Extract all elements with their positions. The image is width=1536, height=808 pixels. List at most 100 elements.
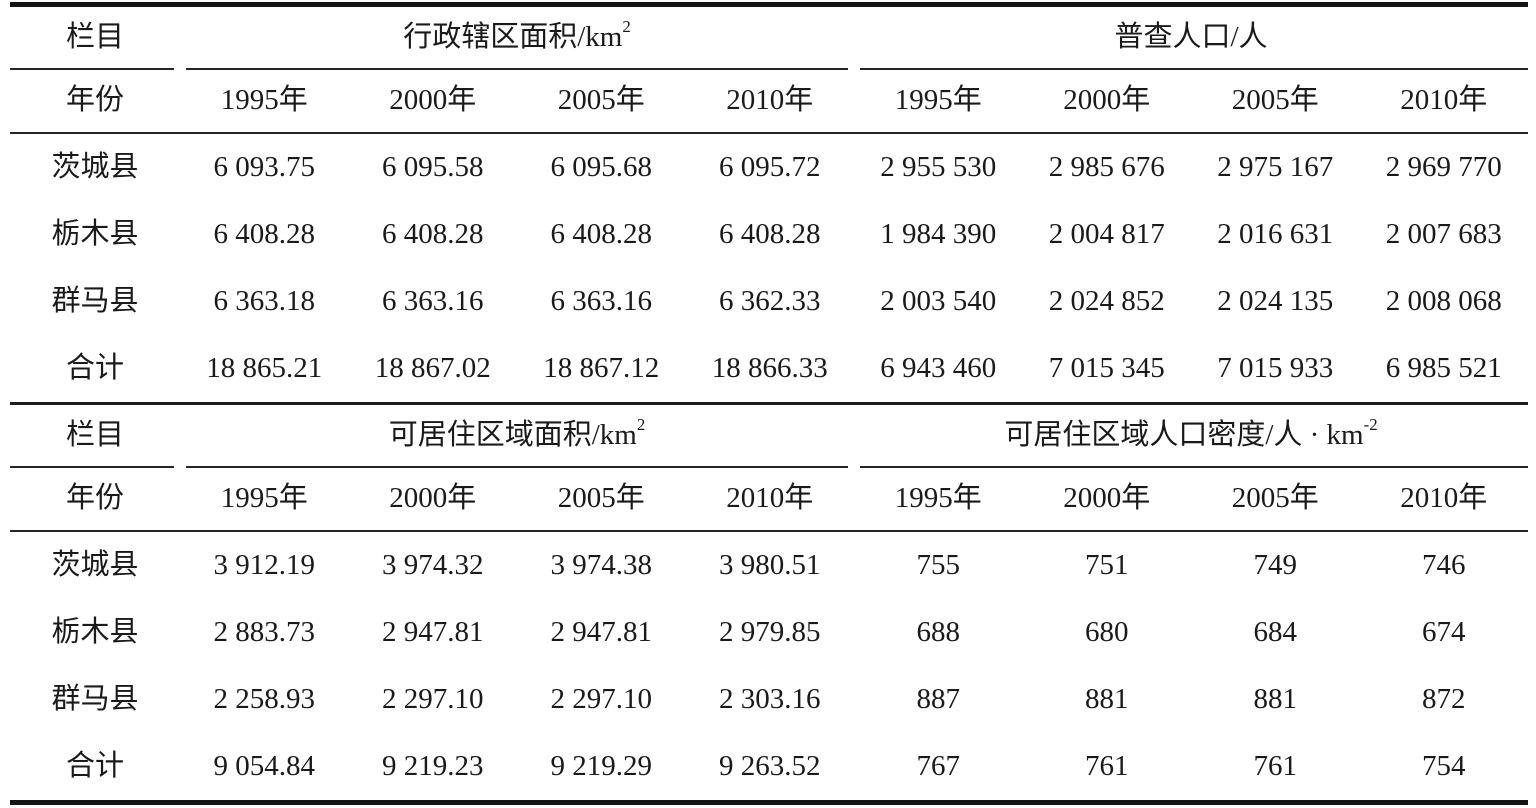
year-row-label: 年份 — [65, 482, 124, 515]
year-header-cell: 1995年 — [220, 482, 308, 515]
section2-group-underline-row — [10, 466, 1528, 468]
value-cell: 18 867.12 — [543, 351, 660, 384]
value-cell: 3 974.38 — [550, 548, 653, 581]
table-row: 栃木县 6 408.28 6 408.28 6 408.28 6 408.28 … — [10, 201, 1528, 268]
section1-group-underline-row — [10, 68, 1528, 70]
group-title-text: 可居住区域人口密度/人 · km — [1004, 418, 1364, 451]
corner-label: 栏目 — [65, 20, 124, 53]
value-cell: 767 — [916, 749, 961, 782]
year-header-cell: 2005年 — [557, 84, 645, 117]
value-cell: 18 865.21 — [206, 351, 323, 384]
value-cell: 2 007 683 — [1385, 217, 1502, 250]
value-cell: 6 408.28 — [719, 217, 821, 250]
year-header-cell: 2000年 — [389, 84, 477, 117]
top-rule-row — [10, 2, 1528, 7]
year-header-cell: 2000年 — [1063, 84, 1151, 117]
group-header-habitable-area: 可居住区域面积/km2 — [180, 405, 854, 466]
year-header-cell: 2000年 — [1063, 482, 1151, 515]
value-cell: 7 015 933 — [1217, 351, 1334, 384]
value-cell: 881 — [1085, 682, 1129, 715]
value-cell: 688 — [916, 615, 961, 648]
value-cell: 6 363.16 — [550, 284, 653, 317]
value-cell: 2 297.10 — [550, 682, 653, 715]
value-cell: 3 980.51 — [719, 548, 821, 581]
row-label-cell: 栃木县 — [51, 615, 139, 648]
row-label-cell: 茨城县 — [51, 150, 139, 183]
group-title-text: 行政辖区面积/km — [403, 20, 623, 53]
value-cell: 2 883.73 — [213, 615, 316, 648]
table-row-total: 合计 9 054.84 9 219.23 9 219.29 9 263.52 7… — [10, 733, 1528, 800]
row-label-cell: 合计 — [65, 749, 124, 782]
value-cell: 2 947.81 — [382, 615, 484, 648]
rule-segment — [10, 68, 180, 70]
value-cell: 751 — [1085, 548, 1129, 581]
value-cell: 6 408.28 — [550, 217, 653, 250]
corner-label-cell: 栏目 — [10, 405, 180, 466]
value-cell: 2 258.93 — [213, 682, 316, 715]
value-cell: 9 263.52 — [719, 749, 821, 782]
year-header-cell: 2010年 — [726, 482, 814, 515]
value-cell: 2 008 068 — [1385, 284, 1502, 317]
section2-year-header-row: 年份 1995年 2000年 2005年 2010年 1995年 2000年 2… — [10, 468, 1528, 530]
year-header-cell: 2005年 — [1231, 84, 1319, 117]
section1-header-rule-row — [10, 132, 1528, 134]
group-title-text: 可居住区域面积/km — [388, 418, 637, 451]
year-row-label-cell: 年份 — [10, 468, 180, 530]
table-row: 茨城县 6 093.75 6 095.58 6 095.68 6 095.72 … — [10, 134, 1528, 201]
unit-superscript: -2 — [1363, 415, 1378, 435]
rule-segment — [10, 466, 180, 468]
year-header-cell: 1995年 — [894, 84, 982, 117]
value-cell: 6 095.72 — [719, 150, 821, 183]
section1-group-header-row: 栏目 行政辖区面积/km2 普查人口/人 — [10, 7, 1528, 68]
full-rule — [10, 402, 1528, 405]
value-cell: 6 362.33 — [719, 284, 821, 317]
year-header-cell: 2005年 — [557, 482, 645, 515]
bottom-rule — [10, 800, 1528, 805]
value-cell: 2 003 540 — [880, 284, 997, 317]
row-label-cell: 合计 — [65, 351, 124, 384]
value-cell: 2 004 817 — [1048, 217, 1165, 250]
unit-superscript: 2 — [622, 17, 631, 37]
year-row-label: 年份 — [65, 84, 124, 117]
value-cell: 6 363.18 — [213, 284, 316, 317]
value-cell: 2 955 530 — [880, 150, 997, 183]
statistics-table-wrap: 栏目 行政辖区面积/km2 普查人口/人 年份 1995年 2000年 2005… — [10, 2, 1528, 805]
value-cell: 674 — [1422, 615, 1466, 648]
year-row-label-cell: 年份 — [10, 70, 180, 132]
value-cell: 749 — [1253, 548, 1298, 581]
value-cell: 2 303.16 — [719, 682, 821, 715]
rule-segment — [854, 466, 1528, 468]
value-cell: 887 — [916, 682, 961, 715]
value-cell: 7 015 345 — [1048, 351, 1165, 384]
rule-segment — [180, 68, 854, 70]
value-cell: 18 867.02 — [374, 351, 491, 384]
value-cell: 6 408.28 — [213, 217, 316, 250]
corner-label-cell: 栏目 — [10, 7, 180, 68]
section1-year-header-row: 年份 1995年 2000年 2005年 2010年 1995年 2000年 2… — [10, 70, 1528, 132]
value-cell: 6 408.28 — [382, 217, 484, 250]
group-header-census-population: 普查人口/人 — [854, 7, 1528, 68]
unit-superscript: 2 — [636, 415, 646, 435]
value-cell: 2 024 135 — [1217, 284, 1334, 317]
value-cell: 680 — [1085, 615, 1129, 648]
bottom-rule-row — [10, 800, 1528, 805]
corner-label: 栏目 — [65, 418, 124, 451]
section-divider-row — [10, 402, 1528, 405]
year-header-cell: 2010年 — [1400, 84, 1488, 117]
value-cell: 755 — [916, 548, 961, 581]
value-cell: 761 — [1085, 749, 1129, 782]
year-header-cell: 1995年 — [894, 482, 982, 515]
value-cell: 9 219.29 — [550, 749, 653, 782]
table-row-total: 合计 18 865.21 18 867.02 18 867.12 18 866.… — [10, 335, 1528, 402]
year-header-cell: 2005年 — [1231, 482, 1319, 515]
value-cell: 761 — [1253, 749, 1298, 782]
value-cell: 6 095.68 — [550, 150, 653, 183]
value-cell: 9 219.23 — [382, 749, 484, 782]
year-header-cell: 2010年 — [726, 84, 814, 117]
row-label-cell: 茨城县 — [51, 548, 139, 581]
row-label-cell: 栃木县 — [51, 217, 139, 250]
value-cell: 872 — [1422, 682, 1466, 715]
value-cell: 2 979.85 — [719, 615, 821, 648]
full-rule — [10, 132, 1528, 134]
value-cell: 2 947.81 — [550, 615, 653, 648]
